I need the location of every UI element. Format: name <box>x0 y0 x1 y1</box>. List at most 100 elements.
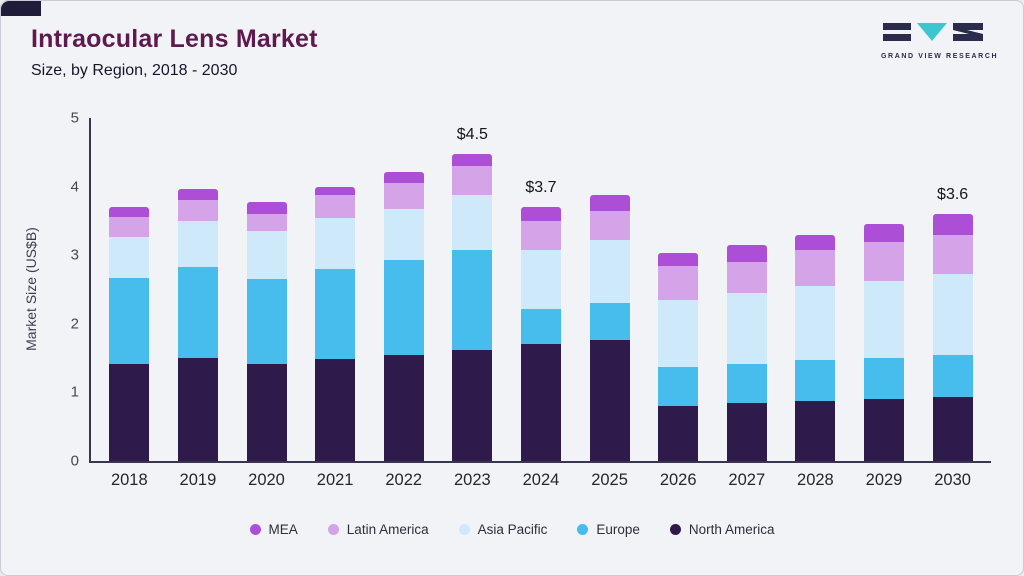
bar-segment-mea <box>932 214 973 235</box>
bar-segment-latin-america <box>177 200 218 221</box>
bar-segment-asia-pacific <box>315 217 356 269</box>
bar-segment-mea <box>383 171 424 184</box>
legend-label: North America <box>688 522 775 537</box>
bar-annotation: $3.7 <box>525 179 557 197</box>
bar-segment-asia-pacific <box>177 220 218 267</box>
page-title: Intraocular Lens Market <box>31 25 318 53</box>
bar-segment-north-america <box>520 344 561 461</box>
bar-segment-europe <box>177 266 218 359</box>
bar-segment-latin-america <box>109 217 150 237</box>
bar-annotation: $4.5 <box>456 126 488 144</box>
bar-group-2029: 2029 <box>864 118 904 489</box>
legend-label: Asia Pacific <box>477 522 548 537</box>
bar-segment-north-america <box>658 406 699 461</box>
bar-segment-europe <box>315 268 356 360</box>
bar-segment-latin-america <box>246 214 287 232</box>
bar-segment-mea <box>589 194 630 211</box>
bar-segment-mea <box>452 154 493 167</box>
legend-swatch <box>458 524 470 535</box>
bar-segment-asia-pacific <box>109 236 150 278</box>
bar-segment-latin-america <box>658 265 699 300</box>
legend-label: Latin America <box>346 522 429 537</box>
x-axis-label: 2026 <box>659 471 697 489</box>
bar-segment-mea <box>520 207 561 221</box>
bar-segment-latin-america <box>315 194 356 218</box>
legend: MEA Latin America Asia Pacific Europe North … <box>1 522 1023 537</box>
bar-segment-mea <box>246 202 287 215</box>
bar-segment-asia-pacific <box>795 286 836 361</box>
logo-text: GRAND VIEW RESEARCH <box>881 53 999 60</box>
legend-item-north-america: North America <box>669 522 775 537</box>
bar-segment-mea <box>177 188 218 201</box>
x-axis-label: 2028 <box>797 471 834 489</box>
x-axis-label: 2024 <box>522 471 560 489</box>
y-axis-tick: 3 <box>70 246 79 264</box>
x-axis-label: 2030 <box>934 471 971 489</box>
bar-segment-mea <box>109 207 150 218</box>
page-subtitle: Size, by Region, 2018 - 2030 <box>31 62 238 79</box>
bar-group-2027: 2027 <box>726 118 767 489</box>
x-axis-label: 2025 <box>591 471 628 489</box>
bar-segment-asia-pacific <box>726 292 767 364</box>
bar-segment-mea <box>315 186 356 195</box>
bar-group-2024: $3.7 2024 <box>520 118 561 489</box>
bar-segment-asia-pacific <box>246 231 287 279</box>
bar-segment-latin-america <box>795 249 836 287</box>
bar-segment-europe <box>246 278 287 364</box>
bar-segment-latin-america <box>726 262 767 293</box>
bar-group-2026: 2026 <box>658 118 699 489</box>
bar-segment-europe <box>658 367 699 407</box>
legend-item-europe: Europe <box>577 522 640 537</box>
x-axis-label: 2021 <box>316 471 354 489</box>
y-axis-tick: 0 <box>70 452 79 470</box>
bar-series-container: 2018 2019 2020 2021 2022 $4.5 2023 $3.7 2024 2025… <box>91 118 991 489</box>
bar-segment-asia-pacific <box>589 240 630 304</box>
bar-group-2025: 2025 <box>589 118 630 489</box>
bar-segment-mea <box>726 244 767 263</box>
bar-segment-mea <box>658 253 699 266</box>
bar-segment-asia-pacific <box>658 299 699 368</box>
bar-segment-north-america <box>795 401 836 461</box>
bar-segment-asia-pacific <box>932 273 973 355</box>
legend-swatch <box>669 524 681 535</box>
y-axis-tick: 1 <box>70 383 79 401</box>
y-axis-label: Market Size (US$B) <box>23 227 39 351</box>
x-axis-label: 2022 <box>385 471 423 489</box>
legend-label: Europe <box>596 522 640 537</box>
bar-annotation: $3.6 <box>937 186 969 204</box>
bar-segment-north-america <box>383 354 424 461</box>
bar-segment-europe <box>520 308 561 345</box>
bar-group-2018: 2018 <box>109 118 150 489</box>
bar-segment-north-america <box>315 359 356 461</box>
bar-segment-europe <box>932 354 973 398</box>
bar-segment-north-america <box>932 397 973 461</box>
bar-segment-north-america <box>452 349 493 461</box>
bar-group-2019: 2019 <box>177 118 218 489</box>
bar-segment-europe <box>383 260 424 355</box>
corner-accent <box>1 1 41 16</box>
bar-segment-latin-america <box>932 234 973 274</box>
legend-swatch <box>249 524 261 535</box>
bar-segment-europe <box>589 303 630 340</box>
gvr-logo-mark <box>883 23 983 41</box>
x-axis-label: 2020 <box>248 471 285 489</box>
y-axis-tick: 4 <box>70 178 79 196</box>
legend-label: MEA <box>268 522 298 537</box>
x-axis-label: 2019 <box>179 471 217 489</box>
legend-swatch <box>577 524 589 535</box>
bar-segment-latin-america <box>589 210 630 241</box>
x-axis-label: 2029 <box>865 471 903 489</box>
y-axis-tick: 5 <box>70 109 79 127</box>
legend-item-asia-pacific: Asia Pacific <box>458 522 548 537</box>
bar-group-2030: $3.6 2030 <box>932 118 973 489</box>
legend-swatch <box>327 524 339 535</box>
bar-segment-europe <box>109 277 150 364</box>
bar-segment-north-america <box>177 358 218 461</box>
chart-header: Intraocular Lens Market Size, by Region,… <box>31 25 318 80</box>
bar-segment-north-america <box>589 339 630 461</box>
bar-segment-mea <box>864 224 904 242</box>
x-axis-label: 2018 <box>110 471 148 489</box>
bar-group-2020: 2020 <box>246 118 287 489</box>
